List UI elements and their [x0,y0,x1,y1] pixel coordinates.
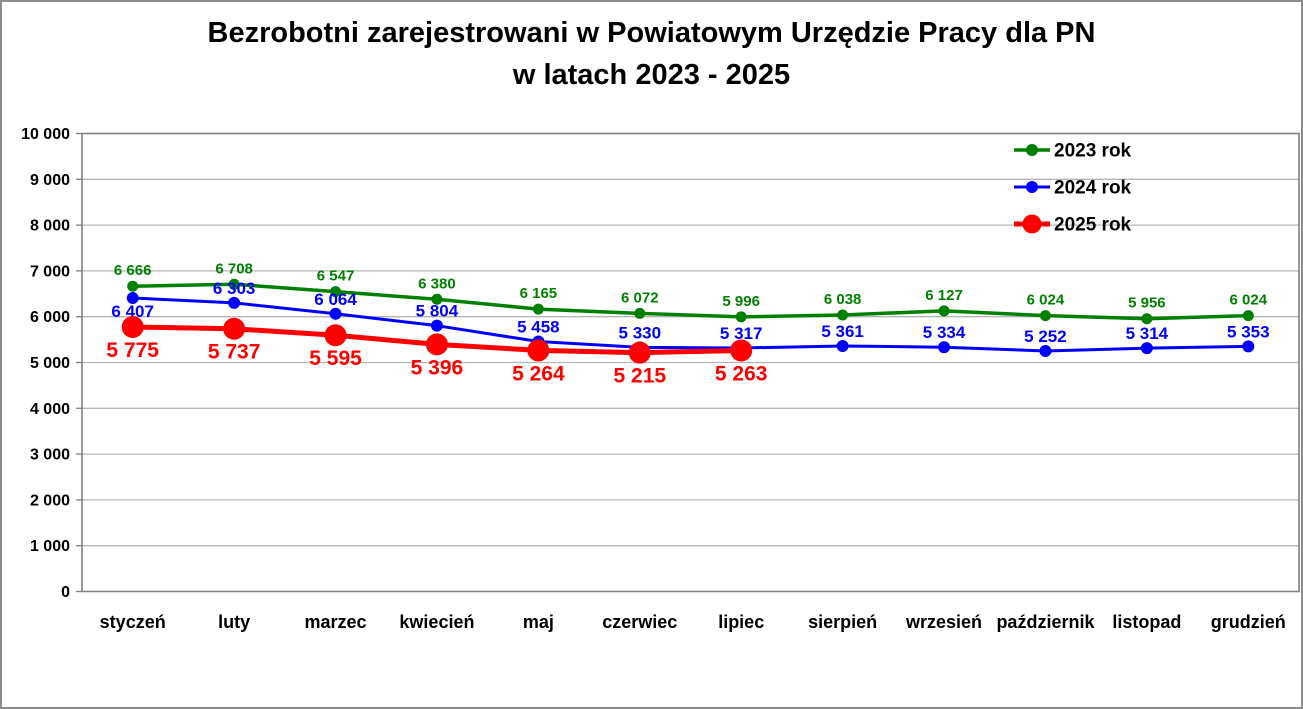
data-label: 6 708 [215,260,253,277]
data-label: 6 547 [317,268,355,285]
data-label: 5 252 [1024,327,1067,346]
data-label: 5 263 [715,362,768,385]
data-label: 5 317 [720,324,763,343]
series-line-2023-rok [132,282,1249,321]
data-point [532,303,544,315]
legend-marker [1026,181,1038,193]
data-point [527,339,550,362]
data-label: 5 330 [619,323,662,342]
data-point [1140,342,1153,355]
data-label: 5 956 [1128,295,1166,312]
y-axis-tick-label: 3 000 [30,447,70,464]
data-label: 6 380 [418,275,456,292]
data-label: 5 334 [923,323,966,342]
y-axis-tick-label: 9 000 [30,172,70,189]
y-axis-tick-label: 0 [61,584,70,601]
y-axis-tick-label: 5 000 [30,355,70,372]
data-point [1039,344,1052,357]
data-point [735,311,747,323]
x-axis-category-label: listopad [1112,612,1181,632]
data-point [634,307,646,319]
series-line-2024-rok [132,296,1249,353]
data-label: 6 127 [925,287,963,304]
data-label: 5 804 [416,302,459,321]
y-axis-tick-label: 8 000 [30,218,70,235]
data-point [938,305,950,317]
chart-title: Bezrobotni zarejestrowani w Powiatowym U… [2,12,1301,96]
data-point [1242,310,1254,322]
data-point [938,341,951,354]
y-axis-tick-label: 4 000 [30,401,70,418]
data-point [431,293,443,305]
data-point [228,296,241,309]
data-label: 6 024 [1027,292,1065,309]
legend-marker [1022,214,1042,234]
x-axis-category-label: maj [523,612,554,632]
data-label: 5 264 [512,362,565,385]
data-label: 6 407 [111,302,154,321]
data-label: 6 024 [1230,292,1268,309]
data-label: 5 996 [722,293,760,310]
x-axis-category-label: październik [996,612,1095,632]
data-point [126,292,139,305]
data-label: 6 165 [520,285,558,302]
legend-label: 2023 rok [1054,141,1132,162]
data-label: 5 361 [821,322,864,341]
chart-title-line2: w latach 2023 - 2025 [512,59,791,91]
data-label: 6 666 [114,262,152,279]
x-axis-category-label: grudzień [1211,612,1286,632]
data-point [430,319,443,332]
data-point [1141,313,1153,325]
x-axis-category-label: kwiecień [399,612,474,632]
data-label: 5 353 [1227,322,1270,341]
data-point [836,339,849,352]
data-label: 5 737 [208,341,261,364]
data-point [628,341,651,364]
y-axis-tick-label: 10 000 [21,126,70,143]
data-point [1242,340,1255,353]
data-label: 6 064 [314,290,357,309]
data-point [425,333,448,356]
y-axis-tick-label: 7 000 [30,263,70,280]
y-axis-tick-label: 2 000 [30,492,70,509]
legend-label: 2024 rok [1054,178,1132,199]
x-axis-category-label: lipiec [718,612,764,632]
chart-title-line1: Bezrobotni zarejestrowani w Powiatowym U… [207,17,1096,49]
legend-marker [1026,144,1038,156]
x-axis-category-label: wrzesień [905,612,982,632]
data-label: 5 396 [411,356,464,379]
x-axis-category-label: luty [218,612,250,632]
data-label: 6 303 [213,279,256,298]
data-point [121,316,144,339]
data-point [127,280,139,292]
data-label: 5 775 [106,339,159,362]
x-axis-category-label: marzec [305,612,367,632]
data-label: 5 458 [517,318,560,337]
data-label: 5 215 [614,365,667,388]
plot-border [81,132,1300,593]
data-label: 5 595 [309,347,362,370]
data-point [837,309,849,321]
x-axis-category-label: sierpień [808,612,877,632]
data-point [223,317,246,340]
x-axis-category-label: czerwiec [602,612,677,632]
data-label: 6 072 [621,289,659,306]
data-point [329,307,342,320]
legend-label: 2025 rok [1054,215,1132,236]
data-point [324,324,347,347]
data-point [228,278,240,290]
data-label: 5 314 [1126,324,1169,343]
x-axis-category-label: styczeń [100,612,166,632]
data-point [1039,310,1051,322]
y-axis-tick-label: 1 000 [30,538,70,555]
data-point [330,286,342,298]
data-point [730,339,753,362]
y-axis-tick-label: 6 000 [30,309,70,326]
data-label: 6 038 [824,291,862,308]
